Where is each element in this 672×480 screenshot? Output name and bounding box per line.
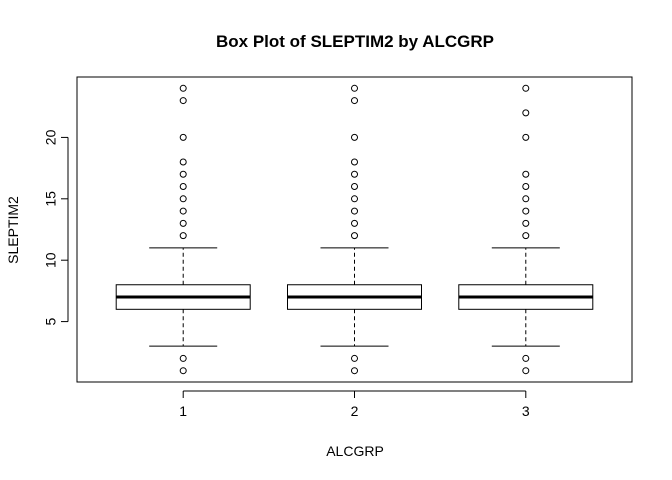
plot-frame [76,76,633,383]
outlier-point [522,367,530,375]
chart-title: Box Plot of SLEPTIM2 by ALCGRP [216,32,494,51]
outlier-point [522,354,530,362]
outlier-point [179,367,187,375]
y-axis: 5 10 15 20 [43,129,69,325]
y-tick-label: 20 [43,129,59,145]
outlier-point [179,158,187,166]
x-tick-label: 3 [522,403,530,419]
outlier-point [351,84,358,92]
box-group-3 [458,84,594,375]
outlier-point [351,183,358,191]
x-tick-label: 1 [179,403,187,419]
y-tick-label: 15 [43,191,59,207]
outlier-point [179,207,187,215]
x-axis-label: ALCGRP [326,443,384,459]
outlier-point [522,109,530,117]
outlier-point [351,195,358,203]
outlier-point [522,133,530,141]
outlier-point [351,367,358,375]
outlier-point [179,133,187,141]
outlier-point [351,354,358,362]
box-group-2 [287,84,422,375]
outlier-point [351,219,358,227]
outlier-point [179,170,187,178]
outlier-point [522,195,530,203]
outlier-point [351,158,358,166]
outlier-point [179,195,187,203]
x-axis: 1 2 3 [179,390,530,419]
box-group-1 [115,84,251,375]
outlier-point [351,207,358,215]
outlier-point [522,207,530,215]
y-axis-label: SLEPTIM2 [5,196,21,264]
outlier-point [179,354,187,362]
outlier-point [351,170,358,178]
outlier-point [522,84,530,92]
outlier-point [351,133,358,141]
y-tick-label: 10 [43,252,59,268]
outlier-point [179,84,187,92]
outlier-point [522,170,530,178]
outlier-point [522,183,530,191]
boxes-layer [115,84,594,375]
outlier-point [179,219,187,227]
outlier-point [522,232,530,240]
outlier-point [351,97,358,105]
outlier-point [351,232,358,240]
outlier-point [179,183,187,191]
outlier-point [179,232,187,240]
x-tick-label: 2 [351,403,359,419]
outlier-point [179,97,187,105]
outlier-point [522,219,530,227]
y-tick-label: 5 [43,317,59,325]
